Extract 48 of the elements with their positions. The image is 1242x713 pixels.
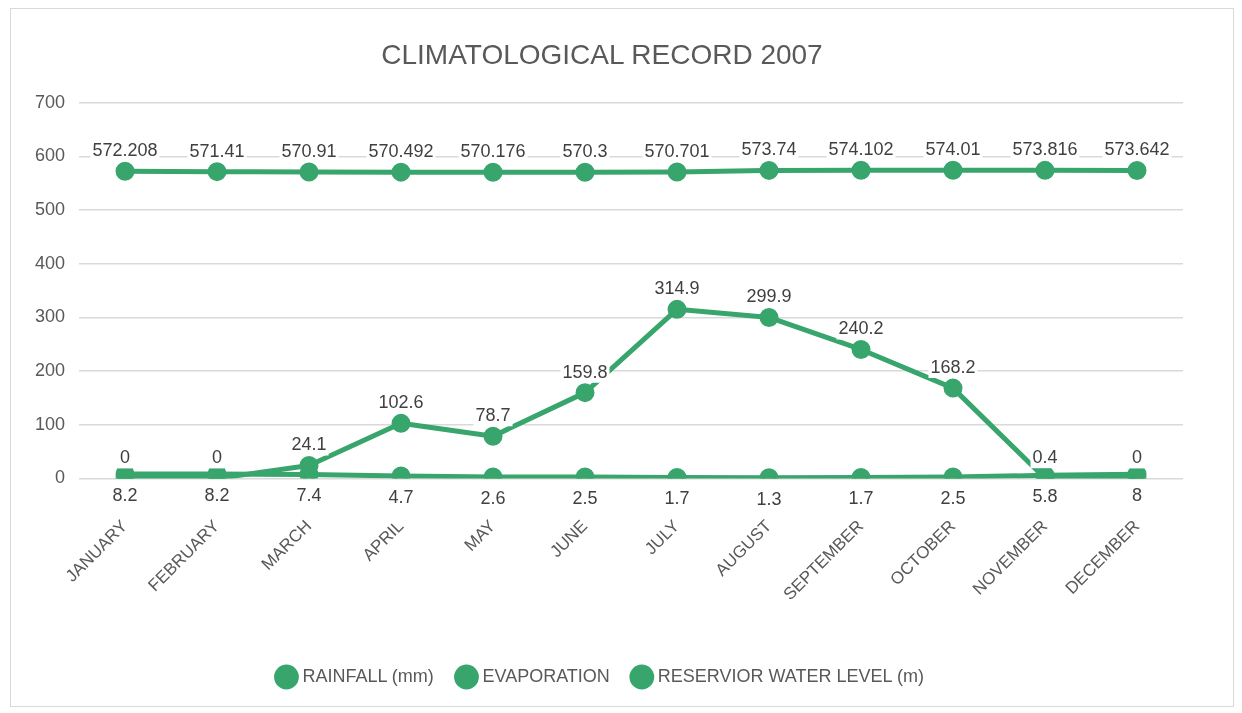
data-label: 78.7 <box>475 405 511 426</box>
data-label: 299.9 <box>746 286 792 307</box>
data-label: 573.74 <box>741 139 797 160</box>
y-tick-label: 400 <box>34 252 66 273</box>
chart-title: CLIMATOLOGICAL RECORD 2007 <box>381 38 823 70</box>
data-label: 159.8 <box>562 361 608 382</box>
data-label: 2.6 <box>480 488 506 508</box>
data-label: 4.7 <box>388 486 414 507</box>
data-label: 168.2 <box>930 357 976 378</box>
data-label: 8.2 <box>112 485 138 505</box>
y-tick-label: 200 <box>34 360 66 381</box>
data-label: 0 <box>212 447 223 468</box>
y-tick-label: 500 <box>34 198 66 219</box>
data-label: 5.8 <box>1032 486 1058 507</box>
data-label: 240.2 <box>838 318 884 339</box>
data-label: 24.1 <box>291 434 327 455</box>
data-label: 8 <box>1131 485 1143 506</box>
data-label: 571.41 <box>189 140 245 161</box>
legend-label: EVAPORATION <box>482 665 610 686</box>
data-label: 570.91 <box>281 140 337 161</box>
y-tick-label: 700 <box>34 91 66 112</box>
data-label: 573.816 <box>1012 139 1078 160</box>
y-tick-label: 600 <box>34 145 66 166</box>
data-label: 0 <box>120 447 131 468</box>
legend-label: RESERVIOR WATER LEVEL (m) <box>657 665 924 686</box>
data-label: 570.176 <box>460 141 526 162</box>
data-label: 314.9 <box>654 278 700 299</box>
data-label: 2.5 <box>940 488 966 509</box>
data-label: 570.701 <box>644 140 710 161</box>
data-label: 0 <box>1131 447 1143 468</box>
y-tick-label: 100 <box>34 413 66 434</box>
data-label: 570.492 <box>368 141 434 162</box>
data-label: 7.4 <box>296 485 322 506</box>
y-tick-label: 0 <box>55 467 66 488</box>
data-label: 1.7 <box>664 488 690 509</box>
data-label: 102.6 <box>378 392 424 413</box>
data-label: 573.642 <box>1104 139 1170 160</box>
legend-label: RAINFALL (mm) <box>302 665 434 686</box>
data-label: 570.3 <box>562 141 608 162</box>
data-label: 574.102 <box>828 139 894 160</box>
data-label: 1.3 <box>756 488 782 509</box>
data-label: 0.4 <box>1032 447 1058 468</box>
data-label: 1.7 <box>848 488 874 509</box>
data-label: 574.01 <box>925 139 981 160</box>
y-tick-label: 300 <box>34 306 66 327</box>
data-label: 8.2 <box>204 485 230 505</box>
data-label: 2.5 <box>572 488 598 509</box>
data-label: 572.208 <box>92 140 158 161</box>
